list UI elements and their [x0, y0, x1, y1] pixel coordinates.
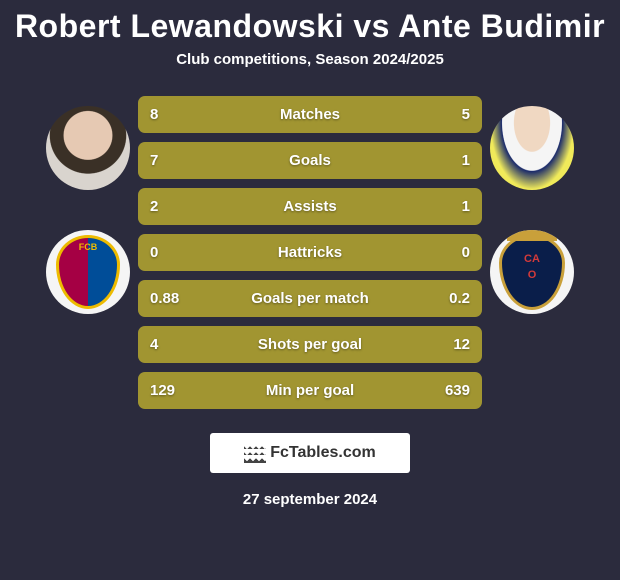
stat-left-value: 2: [150, 198, 158, 215]
stat-label: Goals: [289, 152, 331, 169]
stats-column: 8Matches57Goals12Assists10Hattricks00.88…: [138, 96, 482, 409]
stat-row: 8 Matches 5: [138, 96, 482, 133]
osasuna-crest-icon: [499, 234, 565, 310]
page-title: Robert Lewandowski vs Ante Budimir: [15, 8, 605, 45]
stat-left-value: 4: [150, 336, 158, 353]
player-left-face-icon: [46, 106, 130, 190]
stat-right-value: 12: [453, 336, 470, 353]
club-left-badge: [46, 230, 130, 314]
stat-left-value: 129: [150, 382, 175, 399]
player-right-avatar: [490, 106, 574, 190]
title-player2: Ante Budimir: [398, 8, 605, 44]
stat-left-value: 0: [150, 244, 158, 261]
stat-label: Min per goal: [266, 382, 354, 399]
comparison-card: Robert Lewandowski vs Ante Budimir Club …: [0, 0, 620, 580]
brand-text: FcTables.com: [270, 444, 376, 462]
subtitle: Club competitions, Season 2024/2025: [176, 51, 444, 68]
stat-right-value: 1: [462, 152, 470, 169]
stat-row: 0.88 Goals per match 0.2: [138, 280, 482, 317]
player-right-column: [482, 96, 582, 314]
stat-label: Matches: [280, 106, 340, 123]
stat-right-value: 0.2: [449, 290, 470, 307]
stat-label: Hattricks: [278, 244, 342, 261]
title-vs: vs: [353, 8, 390, 44]
player-left-column: [38, 96, 138, 314]
stat-row: 129 Min per goal 639: [138, 372, 482, 409]
barcelona-crest-icon: [56, 235, 120, 309]
stat-row: 4 Shots per goal 12: [138, 326, 482, 363]
stat-left-value: 7: [150, 152, 158, 169]
stat-row: 0 Hattricks 0: [138, 234, 482, 271]
stat-right-value: 1: [462, 198, 470, 215]
player-left-avatar: [46, 106, 130, 190]
stat-right-value: 5: [462, 106, 470, 123]
club-right-badge: [490, 230, 574, 314]
stat-row: 7 Goals 1: [138, 142, 482, 179]
stat-right-value: 0: [462, 244, 470, 261]
date-label: 27 september 2024: [243, 491, 377, 508]
stat-label: Shots per goal: [258, 336, 362, 353]
main-row: 8Matches57Goals12Assists10Hattricks00.88…: [0, 96, 620, 409]
title-player1: Robert Lewandowski: [15, 8, 344, 44]
stat-left-value: 8: [150, 106, 158, 123]
player-right-face-icon: [490, 106, 574, 190]
brand-chart-icon: [244, 443, 266, 463]
stat-row: 2 Assists 1: [138, 188, 482, 225]
stat-left-value: 0.88: [150, 290, 179, 307]
brand-box: FcTables.com: [210, 433, 410, 473]
stat-label: Goals per match: [251, 290, 369, 307]
stat-right-value: 639: [445, 382, 470, 399]
stat-label: Assists: [283, 198, 336, 215]
